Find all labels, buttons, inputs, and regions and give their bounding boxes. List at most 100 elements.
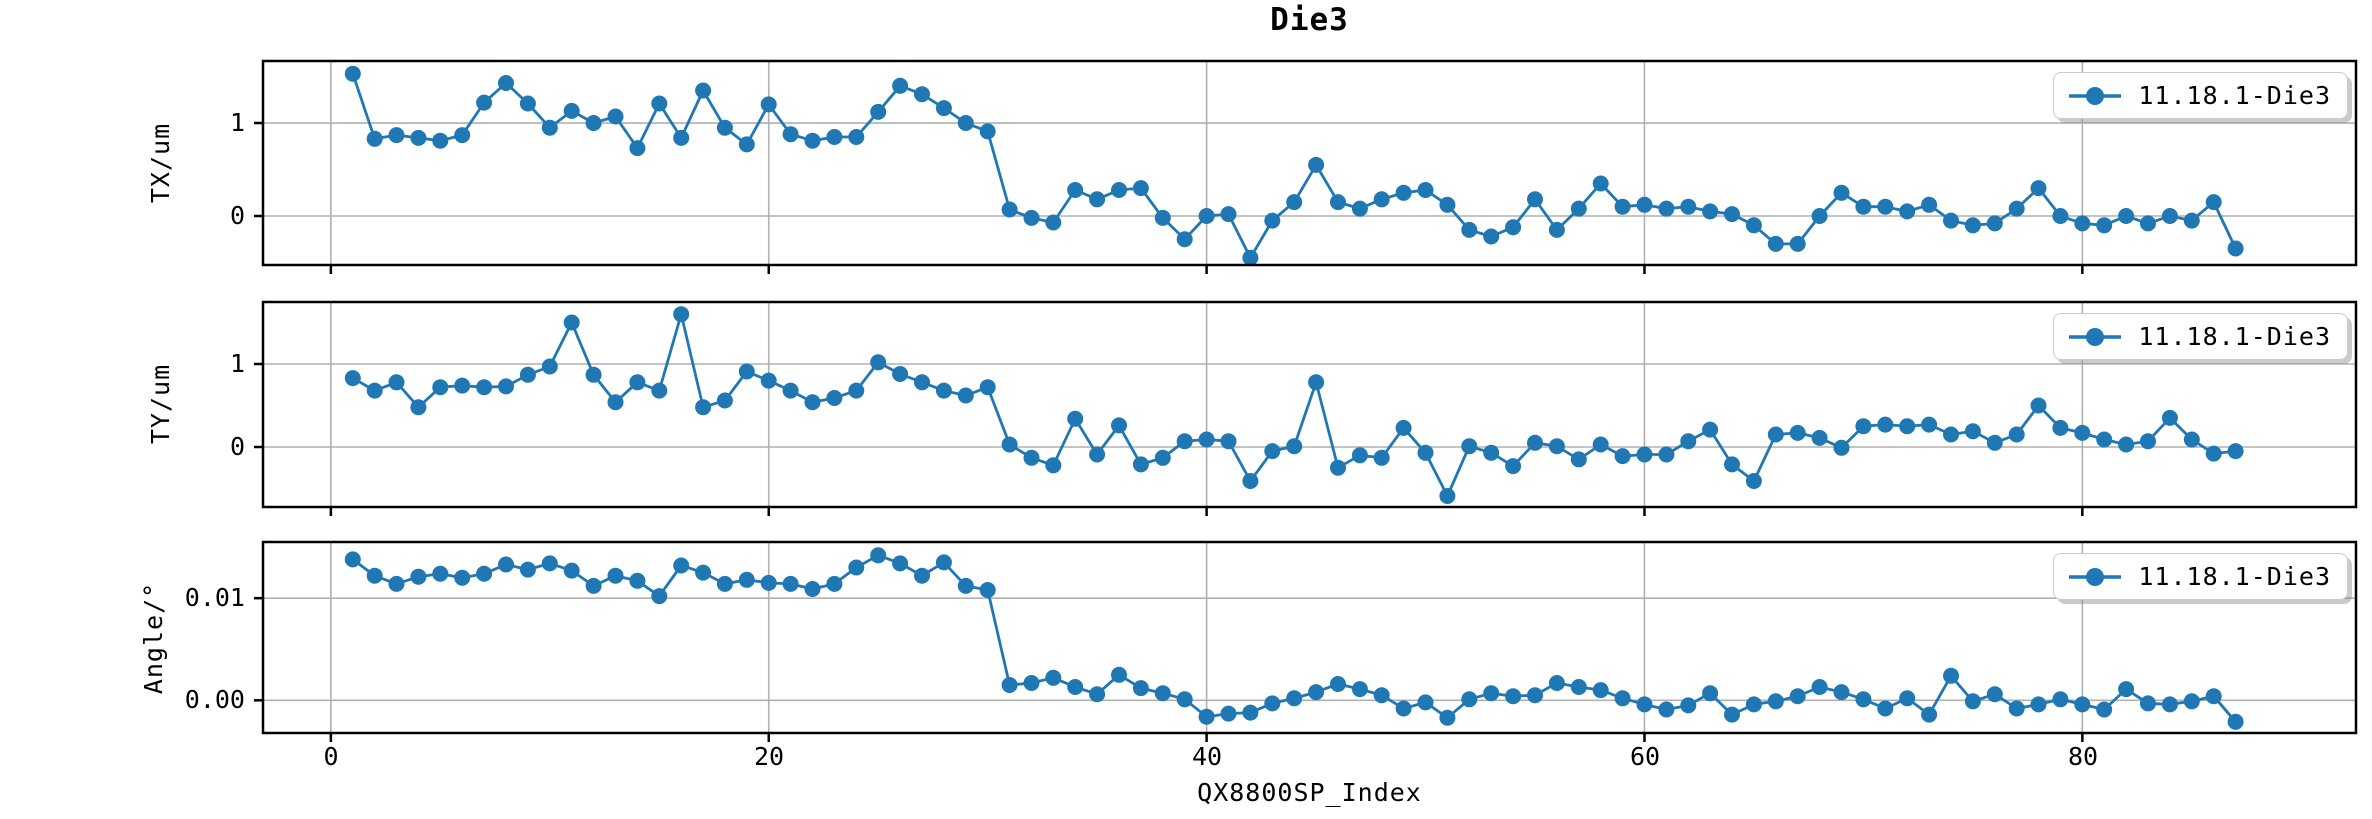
- data-point-marker: [1330, 676, 1346, 692]
- data-point-marker: [2140, 215, 2156, 232]
- data-point-marker: [1811, 429, 1828, 446]
- data-point-marker: [1658, 446, 1675, 463]
- data-point-marker: [541, 555, 558, 572]
- data-point-marker: [1154, 685, 1171, 702]
- data-point-marker: [2096, 701, 2113, 718]
- xtick-60: 60: [1629, 742, 1661, 771]
- data-point-marker: [2008, 700, 2025, 717]
- data-point-marker: [1242, 704, 1259, 721]
- data-point-marker: [935, 100, 952, 117]
- data-point-marker: [673, 306, 690, 323]
- data-point-marker: [1527, 191, 1543, 208]
- data-point-marker: [1833, 184, 1850, 201]
- data-point-marker: [541, 119, 558, 136]
- angle-plot-area: [254, 540, 2358, 742]
- data-point-marker: [1877, 700, 1894, 717]
- data-point-marker: [914, 374, 930, 391]
- data-point-marker: [1986, 215, 2003, 232]
- data-point-marker: [1570, 679, 1587, 695]
- data-point-marker: [2096, 431, 2113, 448]
- data-point-marker: [1899, 203, 1916, 220]
- data-point-marker: [585, 366, 602, 383]
- data-point-marker: [1023, 209, 1040, 226]
- data-point-marker: [476, 379, 493, 396]
- tx-plot-area: [254, 59, 2358, 274]
- data-point-marker: [344, 370, 361, 387]
- data-point-marker: [1330, 459, 1346, 476]
- data-point-marker: [1330, 194, 1346, 211]
- data-point-marker: [2205, 688, 2222, 705]
- data-point-marker: [979, 582, 996, 598]
- data-point-marker: [1351, 200, 1368, 217]
- data-point-marker: [1724, 706, 1740, 723]
- data-point-marker: [2140, 433, 2156, 450]
- data-point-marker: [979, 123, 996, 140]
- data-point-marker: [2161, 696, 2178, 713]
- data-point-marker: [892, 555, 909, 572]
- data-point-marker: [1439, 488, 1456, 504]
- ty-axis-label: TY/um: [146, 363, 175, 445]
- data-point-marker: [2030, 397, 2047, 414]
- data-point-marker: [629, 374, 646, 391]
- data-point-marker: [935, 382, 952, 399]
- data-point-marker: [344, 65, 361, 82]
- data-point-marker: [1264, 695, 1281, 712]
- data-point-marker: [498, 556, 514, 573]
- data-point-marker: [804, 581, 821, 597]
- data-point-marker: [1855, 691, 1872, 708]
- data-point-marker: [848, 559, 865, 576]
- data-point-marker: [914, 567, 930, 584]
- data-point-marker: [1789, 424, 1806, 441]
- data-point-marker: [1373, 449, 1390, 466]
- ty-ytick-0: 0: [229, 432, 245, 461]
- data-point-marker: [1921, 706, 1938, 723]
- data-point-marker: [1483, 228, 1500, 245]
- data-point-marker: [2140, 695, 2156, 712]
- data-point-marker: [1351, 447, 1368, 464]
- data-point-marker: [1308, 684, 1325, 701]
- data-point-marker: [1570, 200, 1587, 217]
- data-point-marker: [410, 129, 427, 146]
- data-point-marker: [1899, 690, 1916, 707]
- data-point-marker: [1001, 436, 1018, 453]
- data-point-marker: [476, 565, 493, 582]
- figure-title: Die3: [1270, 2, 1349, 38]
- data-point-marker: [2205, 445, 2222, 462]
- data-point-marker: [782, 575, 799, 592]
- data-point-marker: [366, 130, 383, 147]
- data-point-marker: [2118, 208, 2135, 224]
- data-point-marker: [563, 102, 580, 119]
- data-point-marker: [1395, 419, 1412, 436]
- data-point-marker: [1767, 426, 1784, 443]
- data-point-marker: [454, 569, 471, 586]
- data-point-marker: [2227, 240, 2244, 257]
- ty-legend: 11.18.1-Die3: [2053, 313, 2348, 360]
- data-point-marker: [1855, 418, 1872, 435]
- data-point-marker: [1220, 705, 1237, 722]
- data-point-marker: [388, 575, 405, 592]
- data-point-marker: [1680, 697, 1697, 714]
- data-point-marker: [1636, 446, 1653, 463]
- data-point-marker: [1548, 675, 1565, 691]
- data-point-marker: [366, 567, 383, 584]
- data-point-marker: [1702, 203, 1719, 220]
- data-point-marker: [957, 115, 974, 131]
- data-point-marker: [760, 372, 777, 389]
- data-point-marker: [1745, 696, 1762, 713]
- data-point-marker: [716, 392, 733, 409]
- data-point-marker: [410, 568, 427, 585]
- legend-line-marker-icon: [2069, 327, 2122, 346]
- data-point-marker: [454, 377, 471, 394]
- data-point-marker: [607, 567, 624, 584]
- data-point-marker: [782, 126, 799, 143]
- data-point-marker: [1505, 458, 1522, 475]
- data-point-marker: [1132, 456, 1149, 473]
- data-point-marker: [870, 354, 887, 371]
- data-point-marker: [1943, 667, 1959, 684]
- data-point-marker: [1811, 679, 1828, 695]
- data-point-marker: [1154, 449, 1171, 466]
- angle-legend: 11.18.1-Die3: [2053, 553, 2348, 600]
- data-point-marker: [1964, 423, 1981, 440]
- data-point-marker: [1023, 675, 1040, 691]
